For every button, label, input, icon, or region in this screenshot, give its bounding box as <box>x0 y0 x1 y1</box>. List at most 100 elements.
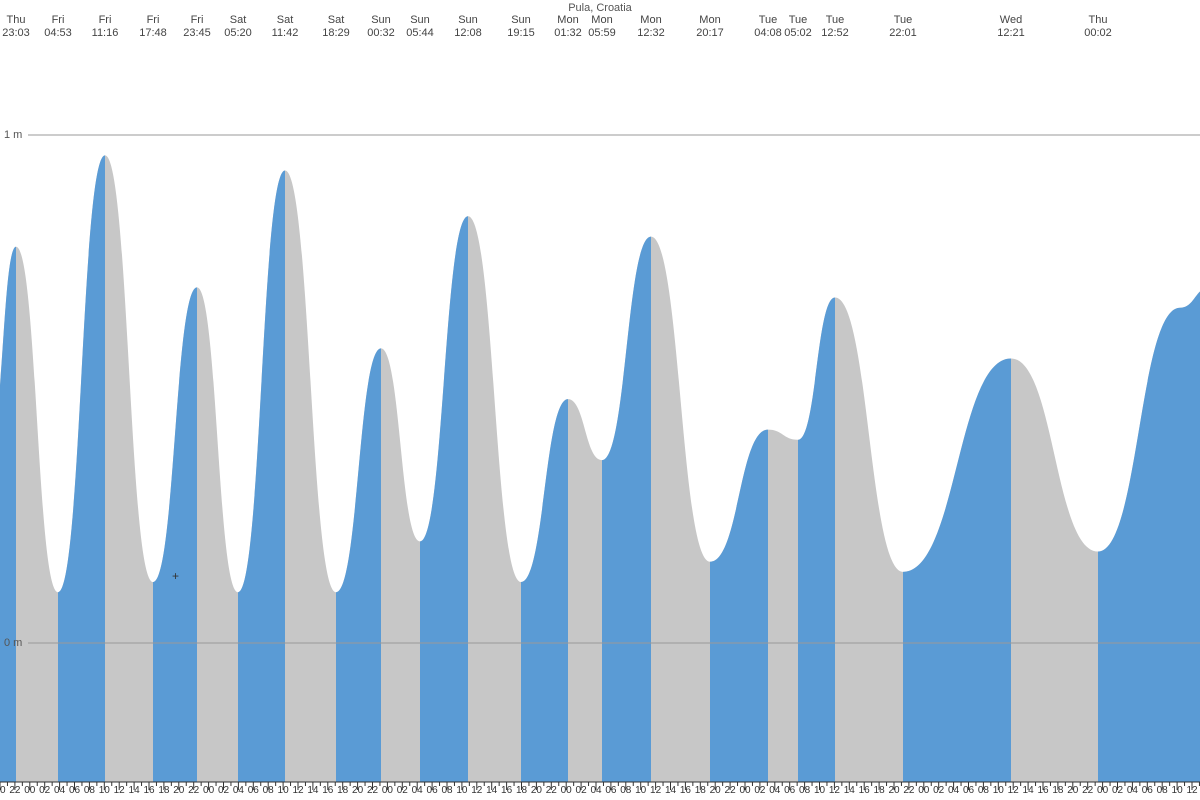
hour-label: 12 <box>1008 785 1019 796</box>
hour-label: 20 <box>352 785 363 796</box>
hour-label: 06 <box>427 785 438 796</box>
hour-label: 04 <box>948 785 959 796</box>
tide-time-label: Wed12:21 <box>997 14 1025 40</box>
y-axis-label: 1 m <box>4 129 22 141</box>
hour-label: 10 <box>456 785 467 796</box>
hour-label: 08 <box>799 785 810 796</box>
hour-label: 16 <box>322 785 333 796</box>
tide-time-label: Mon05:59 <box>588 14 616 40</box>
hour-label: 20 <box>0 785 6 796</box>
hour-label: 02 <box>397 785 408 796</box>
cursor-cross: + <box>172 569 179 583</box>
tide-time-label: Fri11:16 <box>92 14 119 40</box>
hour-label: 18 <box>158 785 169 796</box>
hour-label: 22 <box>725 785 736 796</box>
hour-label: 20 <box>1067 785 1078 796</box>
tide-time-label: Tue12:52 <box>821 14 849 40</box>
tide-time-label: Sun12:08 <box>454 14 482 40</box>
tide-time-label: Sat18:29 <box>322 14 350 40</box>
hour-label: 00 <box>918 785 929 796</box>
hour-label: 00 <box>203 785 214 796</box>
hour-label: 20 <box>710 785 721 796</box>
hour-label: 08 <box>1157 785 1168 796</box>
hour-label: 16 <box>859 785 870 796</box>
hour-label: 02 <box>576 785 587 796</box>
hour-label: 06 <box>605 785 616 796</box>
hour-label: 00 <box>561 785 572 796</box>
hour-label: 04 <box>412 785 423 796</box>
hour-label: 16 <box>501 785 512 796</box>
hour-label: 14 <box>307 785 318 796</box>
hour-label: 10 <box>278 785 289 796</box>
hour-label: 04 <box>1127 785 1138 796</box>
hour-label: 18 <box>695 785 706 796</box>
hour-label: 12 <box>471 785 482 796</box>
hour-label: 18 <box>1052 785 1063 796</box>
hour-label: 00 <box>382 785 393 796</box>
hour-label: 00 <box>1097 785 1108 796</box>
hour-label: 12 <box>829 785 840 796</box>
hour-label: 16 <box>1037 785 1048 796</box>
hour-label: 16 <box>143 785 154 796</box>
hour-label: 06 <box>1142 785 1153 796</box>
hour-label: 10 <box>993 785 1004 796</box>
hour-label: 04 <box>54 785 65 796</box>
tide-chart-svg: + <box>0 0 1200 800</box>
hour-label: 22 <box>9 785 20 796</box>
hour-label: 10 <box>1172 785 1183 796</box>
tide-time-label: Sun05:44 <box>406 14 434 40</box>
hour-label: 08 <box>978 785 989 796</box>
tide-time-label: Thu00:02 <box>1084 14 1112 40</box>
hour-label: 18 <box>337 785 348 796</box>
hour-label: 08 <box>620 785 631 796</box>
hour-label: 06 <box>963 785 974 796</box>
tide-time-label: Tue05:02 <box>784 14 812 40</box>
tide-time-label: Mon01:32 <box>554 14 582 40</box>
tide-time-label: Sat11:42 <box>272 14 299 40</box>
hour-label: 22 <box>1082 785 1093 796</box>
tide-time-label: Thu23:03 <box>2 14 30 40</box>
hour-label: 06 <box>248 785 259 796</box>
bottom-hour-axis: 2022000204060810121416182022000204060810… <box>0 782 1200 800</box>
hour-label: 06 <box>69 785 80 796</box>
tide-time-label: Tue22:01 <box>889 14 917 40</box>
hour-label: 02 <box>39 785 50 796</box>
hour-label: 14 <box>1023 785 1034 796</box>
hour-label: 04 <box>233 785 244 796</box>
hour-label: 14 <box>129 785 140 796</box>
hour-label: 02 <box>933 785 944 796</box>
hour-label: 12 <box>292 785 303 796</box>
y-axis-label: 0 m <box>4 637 22 649</box>
tide-time-label: Mon20:17 <box>696 14 724 40</box>
hour-label: 20 <box>173 785 184 796</box>
hour-label: 08 <box>84 785 95 796</box>
tide-time-label: Fri17:48 <box>139 14 167 40</box>
hour-label: 06 <box>784 785 795 796</box>
hour-label: 02 <box>754 785 765 796</box>
hour-label: 20 <box>531 785 542 796</box>
tide-time-label: Fri23:45 <box>183 14 211 40</box>
hour-label: 20 <box>888 785 899 796</box>
hour-label: 04 <box>769 785 780 796</box>
hour-label: 12 <box>650 785 661 796</box>
hour-label: 10 <box>99 785 110 796</box>
hour-label: 18 <box>874 785 885 796</box>
hour-label: 00 <box>24 785 35 796</box>
hour-label: 12 <box>1186 785 1197 796</box>
hour-label: 08 <box>441 785 452 796</box>
hour-label: 22 <box>188 785 199 796</box>
hour-label: 22 <box>903 785 914 796</box>
tide-time-label: Sun19:15 <box>507 14 535 40</box>
hour-label: 02 <box>1112 785 1123 796</box>
hour-label: 00 <box>739 785 750 796</box>
hour-label: 14 <box>665 785 676 796</box>
hour-label: 08 <box>263 785 274 796</box>
hour-label: 14 <box>844 785 855 796</box>
hour-label: 18 <box>516 785 527 796</box>
hour-label: 22 <box>546 785 557 796</box>
tide-time-label: Sun00:32 <box>367 14 395 40</box>
hour-label: 04 <box>590 785 601 796</box>
hour-label: 12 <box>114 785 125 796</box>
tide-time-label: Sat05:20 <box>224 14 252 40</box>
tide-time-label: Tue04:08 <box>754 14 782 40</box>
